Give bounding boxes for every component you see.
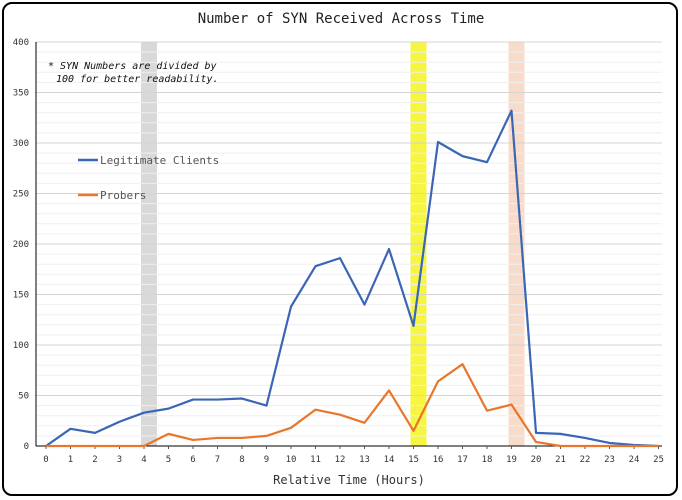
x-tick-label: 8 xyxy=(239,455,244,465)
legend: Legitimate Clients Probers xyxy=(78,154,219,202)
x-tick-label: 2 xyxy=(92,455,97,465)
x-tick-label: 12 xyxy=(335,455,346,465)
x-tick-label: 5 xyxy=(166,455,171,465)
grid-lines xyxy=(36,41,662,447)
x-tick-label: 22 xyxy=(580,455,591,465)
chart-title: Number of SYN Received Across Time xyxy=(197,11,485,27)
x-tick-label: 19 xyxy=(506,455,517,465)
x-tick-label: 0 xyxy=(43,455,48,465)
x-tick-label: 16 xyxy=(433,455,444,465)
x-tick-label: 17 xyxy=(457,455,468,465)
y-tick-labels: 0 50 100 150 200 250 300 350 400 xyxy=(13,38,29,452)
y-tick-label: 250 xyxy=(13,190,29,200)
x-tick-label: 3 xyxy=(117,455,122,465)
series-line-1 xyxy=(46,363,659,448)
x-tick-label: 13 xyxy=(359,455,370,465)
x-tick-label: 1 xyxy=(68,455,73,465)
y-tick-label: 50 xyxy=(18,392,29,402)
annotation-line: * SYN Numbers are divided by xyxy=(48,61,217,72)
x-tick-label: 15 xyxy=(408,455,419,465)
x-tick-label: 6 xyxy=(190,455,195,465)
y-tick-label: 200 xyxy=(13,240,29,250)
x-axis-label: Relative Time (Hours) xyxy=(273,473,425,487)
x-tick-label: 25 xyxy=(653,455,664,465)
x-tick-label: 21 xyxy=(555,455,566,465)
annotation-line: 100 for better readability. xyxy=(56,74,219,85)
y-tick-label: 0 xyxy=(24,442,29,452)
legend-label: Probers xyxy=(100,189,146,202)
x-tick-label: 18 xyxy=(482,455,493,465)
x-tick-label: 20 xyxy=(531,455,542,465)
y-tick-label: 150 xyxy=(13,291,29,301)
x-tick-label: 10 xyxy=(286,455,297,465)
x-tick-label: 11 xyxy=(310,455,321,465)
x-tick-label: 23 xyxy=(604,455,615,465)
y-tick-label: 350 xyxy=(13,89,29,99)
annotation-note: * SYN Numbers are divided by 100 for bett… xyxy=(48,61,219,85)
x-tick-label: 4 xyxy=(141,455,146,465)
legend-label: Legitimate Clients xyxy=(100,154,219,167)
x-tick-label: 24 xyxy=(629,455,640,465)
series-line-0 xyxy=(45,109,659,448)
series-lines xyxy=(45,109,659,448)
x-tick-label: 14 xyxy=(384,455,395,465)
y-tick-label: 100 xyxy=(13,341,29,351)
y-tick-label: 400 xyxy=(13,38,29,48)
x-tick-labels: 0 1 2 3 4 5 6 7 8 9 10 11 12 13 14 15 16 17 18 19 20 21 22 23 24… xyxy=(43,455,664,465)
x-tick-label: 7 xyxy=(215,455,220,465)
y-tick-label: 300 xyxy=(13,139,29,149)
x-tick-label: 9 xyxy=(264,455,269,465)
